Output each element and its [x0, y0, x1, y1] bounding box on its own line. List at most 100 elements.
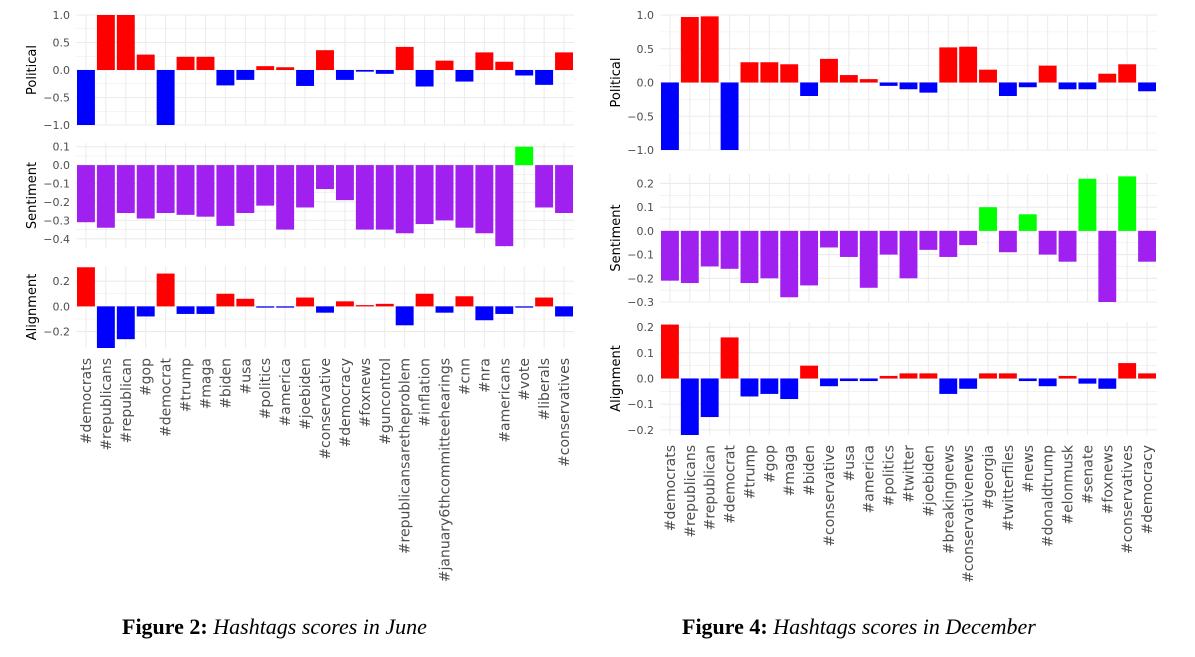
dec-alignment-bar: [859, 378, 878, 382]
june-sentiment-tick-label: −0.2: [43, 196, 70, 209]
june-political-bar: [196, 56, 215, 70]
dec-sentiment-bar: [939, 230, 958, 257]
june-political-bar: [555, 52, 574, 70]
june-category-label: #conservatives: [557, 358, 573, 467]
june-sentiment-bar: [515, 146, 534, 166]
dec-alignment-bar: [1138, 373, 1157, 379]
dec-alignment-bar: [680, 378, 699, 435]
dec-alignment-tick-label: 0.2: [637, 321, 655, 334]
dec-sentiment-tick-label: −0.2: [627, 272, 654, 285]
june-political-bar: [276, 67, 295, 70]
june-political-bar: [236, 70, 255, 80]
dec-sentiment-bar: [1078, 178, 1097, 231]
june-category-label: #republicansaretheproblem: [398, 358, 414, 554]
dec-alignment-bar: [939, 378, 958, 394]
june-sentiment-bar: [475, 165, 494, 234]
dec-category-label: #democracy: [1140, 445, 1156, 534]
dec-sentiment-bar: [760, 230, 779, 279]
june-alignment-bar: [196, 306, 215, 314]
june-political-bar: [455, 70, 474, 82]
dec-political-bar: [800, 82, 819, 96]
dec-category-label: #foxnews: [1100, 445, 1116, 514]
dec-political-tick-label: −1.0: [627, 144, 654, 157]
june-sentiment-bar: [236, 165, 255, 213]
june-alignment-tick-label: −0.2: [43, 326, 70, 339]
dec-sentiment-bar: [879, 230, 898, 255]
june-alignment-tick-label: 0.2: [53, 275, 71, 288]
june-alignment-bar: [475, 306, 494, 321]
dec-sentiment-bar: [979, 207, 997, 231]
dec-sentiment-axis-label: Sentiment: [609, 204, 624, 271]
june-sentiment-bar: [555, 165, 574, 213]
dec-alignment-bar: [959, 378, 978, 389]
june-sentiment-bar: [256, 165, 275, 206]
dec-category-label: #conservative: [822, 445, 838, 547]
june-category-label: #america: [278, 358, 294, 426]
dec-political-bar: [979, 69, 997, 83]
dec-alignment-bar: [660, 324, 679, 379]
june-political-bar: [355, 70, 374, 72]
june-sentiment-bar: [196, 165, 215, 217]
dec-political-bar: [859, 79, 878, 83]
dec-political-bar: [680, 17, 699, 83]
dec-sentiment-bar: [800, 230, 819, 286]
june-alignment-bar: [76, 267, 95, 307]
june-political-bar: [375, 70, 394, 74]
june-alignment-bar: [156, 273, 175, 307]
dec-political-bar: [660, 82, 679, 150]
june-political-tick-label: 1.0: [53, 9, 71, 22]
figure-2-caption-text: Hashtags scores in June: [213, 614, 427, 639]
dec-alignment-bar: [1038, 378, 1057, 387]
june-alignment-bar: [316, 306, 334, 313]
dec-political-bar: [740, 62, 759, 83]
dec-political-bar: [720, 82, 739, 150]
june-sentiment-bar: [296, 165, 315, 208]
dec-category-label: #news: [1021, 445, 1037, 493]
june-category-label: #maga: [198, 358, 214, 409]
june-political-tick-label: −1.0: [43, 119, 70, 132]
dec-political-bar: [820, 58, 838, 83]
dec-political-tick-label: 1.0: [637, 9, 655, 22]
dec-alignment-bar: [899, 373, 918, 379]
june-category-label: #americans: [497, 358, 513, 443]
dec-sentiment-bar: [680, 230, 699, 284]
june-category-label: #gop: [139, 358, 155, 396]
dec-political-bar: [1038, 65, 1057, 83]
dec-category-label: #gop: [762, 445, 778, 483]
dec-political-bar: [939, 47, 958, 83]
dec-category-label: #politics: [882, 445, 898, 506]
dec-category-label: #twitter: [902, 445, 918, 503]
june-category-label: #biden: [218, 358, 234, 409]
dec-category-label: #breakingnews: [941, 445, 957, 554]
june-category-label: #conservative: [318, 358, 334, 460]
dec-sentiment-bar: [700, 230, 719, 267]
june-category-label: #vote: [517, 358, 533, 401]
dec-alignment-bar: [1058, 375, 1077, 379]
dec-category-label: #republican: [703, 445, 719, 530]
dec-alignment-bar: [1098, 378, 1117, 389]
june-political-bar: [96, 15, 115, 70]
june-sentiment-bar: [335, 165, 354, 201]
dec-category-label: #georgia: [981, 445, 997, 510]
dec-category-label: #maga: [782, 445, 798, 496]
dec-political-bar: [1138, 82, 1157, 92]
june-category-label: #liberals: [537, 358, 553, 421]
dec-sentiment-tick-label: 0.0: [637, 225, 655, 238]
dec-political-bar: [879, 82, 898, 86]
dec-sentiment-bar: [1058, 230, 1077, 262]
june-category-label: #democrat: [159, 358, 175, 437]
june-political-bar: [415, 70, 434, 87]
june-alignment-bar: [96, 306, 115, 348]
dec-sentiment-bar: [1118, 176, 1137, 231]
june-category-label: #trump: [179, 358, 195, 412]
june-sentiment-bar: [116, 165, 135, 213]
june-sentiment-bar: [276, 165, 295, 230]
june-alignment-bar: [136, 306, 155, 317]
dec-political-axis-label: Political: [609, 58, 624, 108]
june-alignment-bar: [236, 298, 255, 307]
dec-alignment-tick-label: 0.1: [637, 347, 655, 360]
dec-sentiment-bar: [959, 230, 978, 246]
june-alignment-bar: [296, 297, 315, 307]
june-political-bar: [395, 46, 414, 70]
dec-sentiment-tick-label: 0.1: [637, 201, 655, 214]
